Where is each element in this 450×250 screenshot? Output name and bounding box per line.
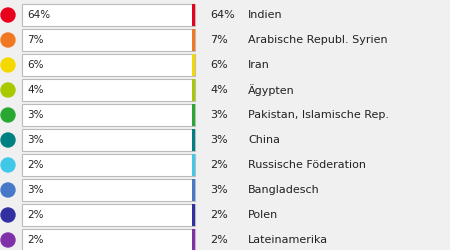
Bar (22, 29, 195, 51)
Text: 6%: 6% (210, 60, 228, 70)
Text: 7%: 7% (27, 35, 44, 45)
Bar (22, 179, 195, 201)
Bar (192, 104, 195, 126)
Circle shape (1, 108, 15, 122)
Bar (192, 179, 195, 201)
Text: 3%: 3% (210, 110, 228, 120)
Text: 2%: 2% (210, 210, 228, 220)
Text: 7%: 7% (210, 35, 228, 45)
Text: Indien: Indien (248, 10, 283, 20)
Bar (22, 229, 195, 250)
Text: Ägypten: Ägypten (248, 84, 295, 96)
Text: 2%: 2% (210, 235, 228, 245)
Text: Bangladesch: Bangladesch (248, 185, 320, 195)
Circle shape (1, 158, 15, 172)
Bar (22, 4, 195, 26)
Bar (192, 79, 195, 101)
Text: Polen: Polen (248, 210, 278, 220)
Bar (192, 229, 195, 250)
Bar (22, 129, 195, 151)
Bar (192, 154, 195, 176)
Bar (22, 79, 195, 101)
Bar (22, 29, 195, 51)
Bar (22, 104, 195, 126)
Circle shape (1, 83, 15, 97)
Text: 4%: 4% (27, 85, 44, 95)
Bar (22, 54, 195, 76)
Circle shape (1, 183, 15, 197)
Text: Iran: Iran (248, 60, 270, 70)
Text: Pakistan, Islamische Rep.: Pakistan, Islamische Rep. (248, 110, 389, 120)
Circle shape (1, 8, 15, 22)
Bar (22, 154, 195, 176)
Text: 3%: 3% (210, 135, 228, 145)
Bar (192, 54, 195, 76)
Text: 64%: 64% (27, 10, 50, 20)
Circle shape (1, 208, 15, 222)
Text: China: China (248, 135, 280, 145)
Text: 4%: 4% (210, 85, 228, 95)
Bar (192, 4, 195, 26)
Bar (22, 4, 195, 26)
Bar (22, 54, 195, 76)
Text: 6%: 6% (27, 60, 44, 70)
Circle shape (1, 133, 15, 147)
Circle shape (1, 233, 15, 247)
Text: 3%: 3% (210, 185, 228, 195)
Bar (22, 229, 195, 250)
Text: 2%: 2% (27, 160, 44, 170)
Text: 2%: 2% (27, 210, 44, 220)
Bar (22, 104, 195, 126)
Bar (22, 129, 195, 151)
Text: 3%: 3% (27, 185, 44, 195)
Text: Arabische Republ. Syrien: Arabische Republ. Syrien (248, 35, 387, 45)
Bar (22, 154, 195, 176)
Text: 2%: 2% (27, 235, 44, 245)
Bar (22, 79, 195, 101)
Bar (22, 179, 195, 201)
Text: Lateinamerika: Lateinamerika (248, 235, 328, 245)
Circle shape (1, 33, 15, 47)
Text: 3%: 3% (27, 135, 44, 145)
Text: 3%: 3% (27, 110, 44, 120)
Text: 2%: 2% (210, 160, 228, 170)
Bar (192, 204, 195, 226)
Bar (22, 204, 195, 226)
Circle shape (1, 58, 15, 72)
Text: 64%: 64% (210, 10, 235, 20)
Bar (192, 29, 195, 51)
Bar (22, 204, 195, 226)
Bar (192, 129, 195, 151)
Text: Russische Föderation: Russische Föderation (248, 160, 366, 170)
